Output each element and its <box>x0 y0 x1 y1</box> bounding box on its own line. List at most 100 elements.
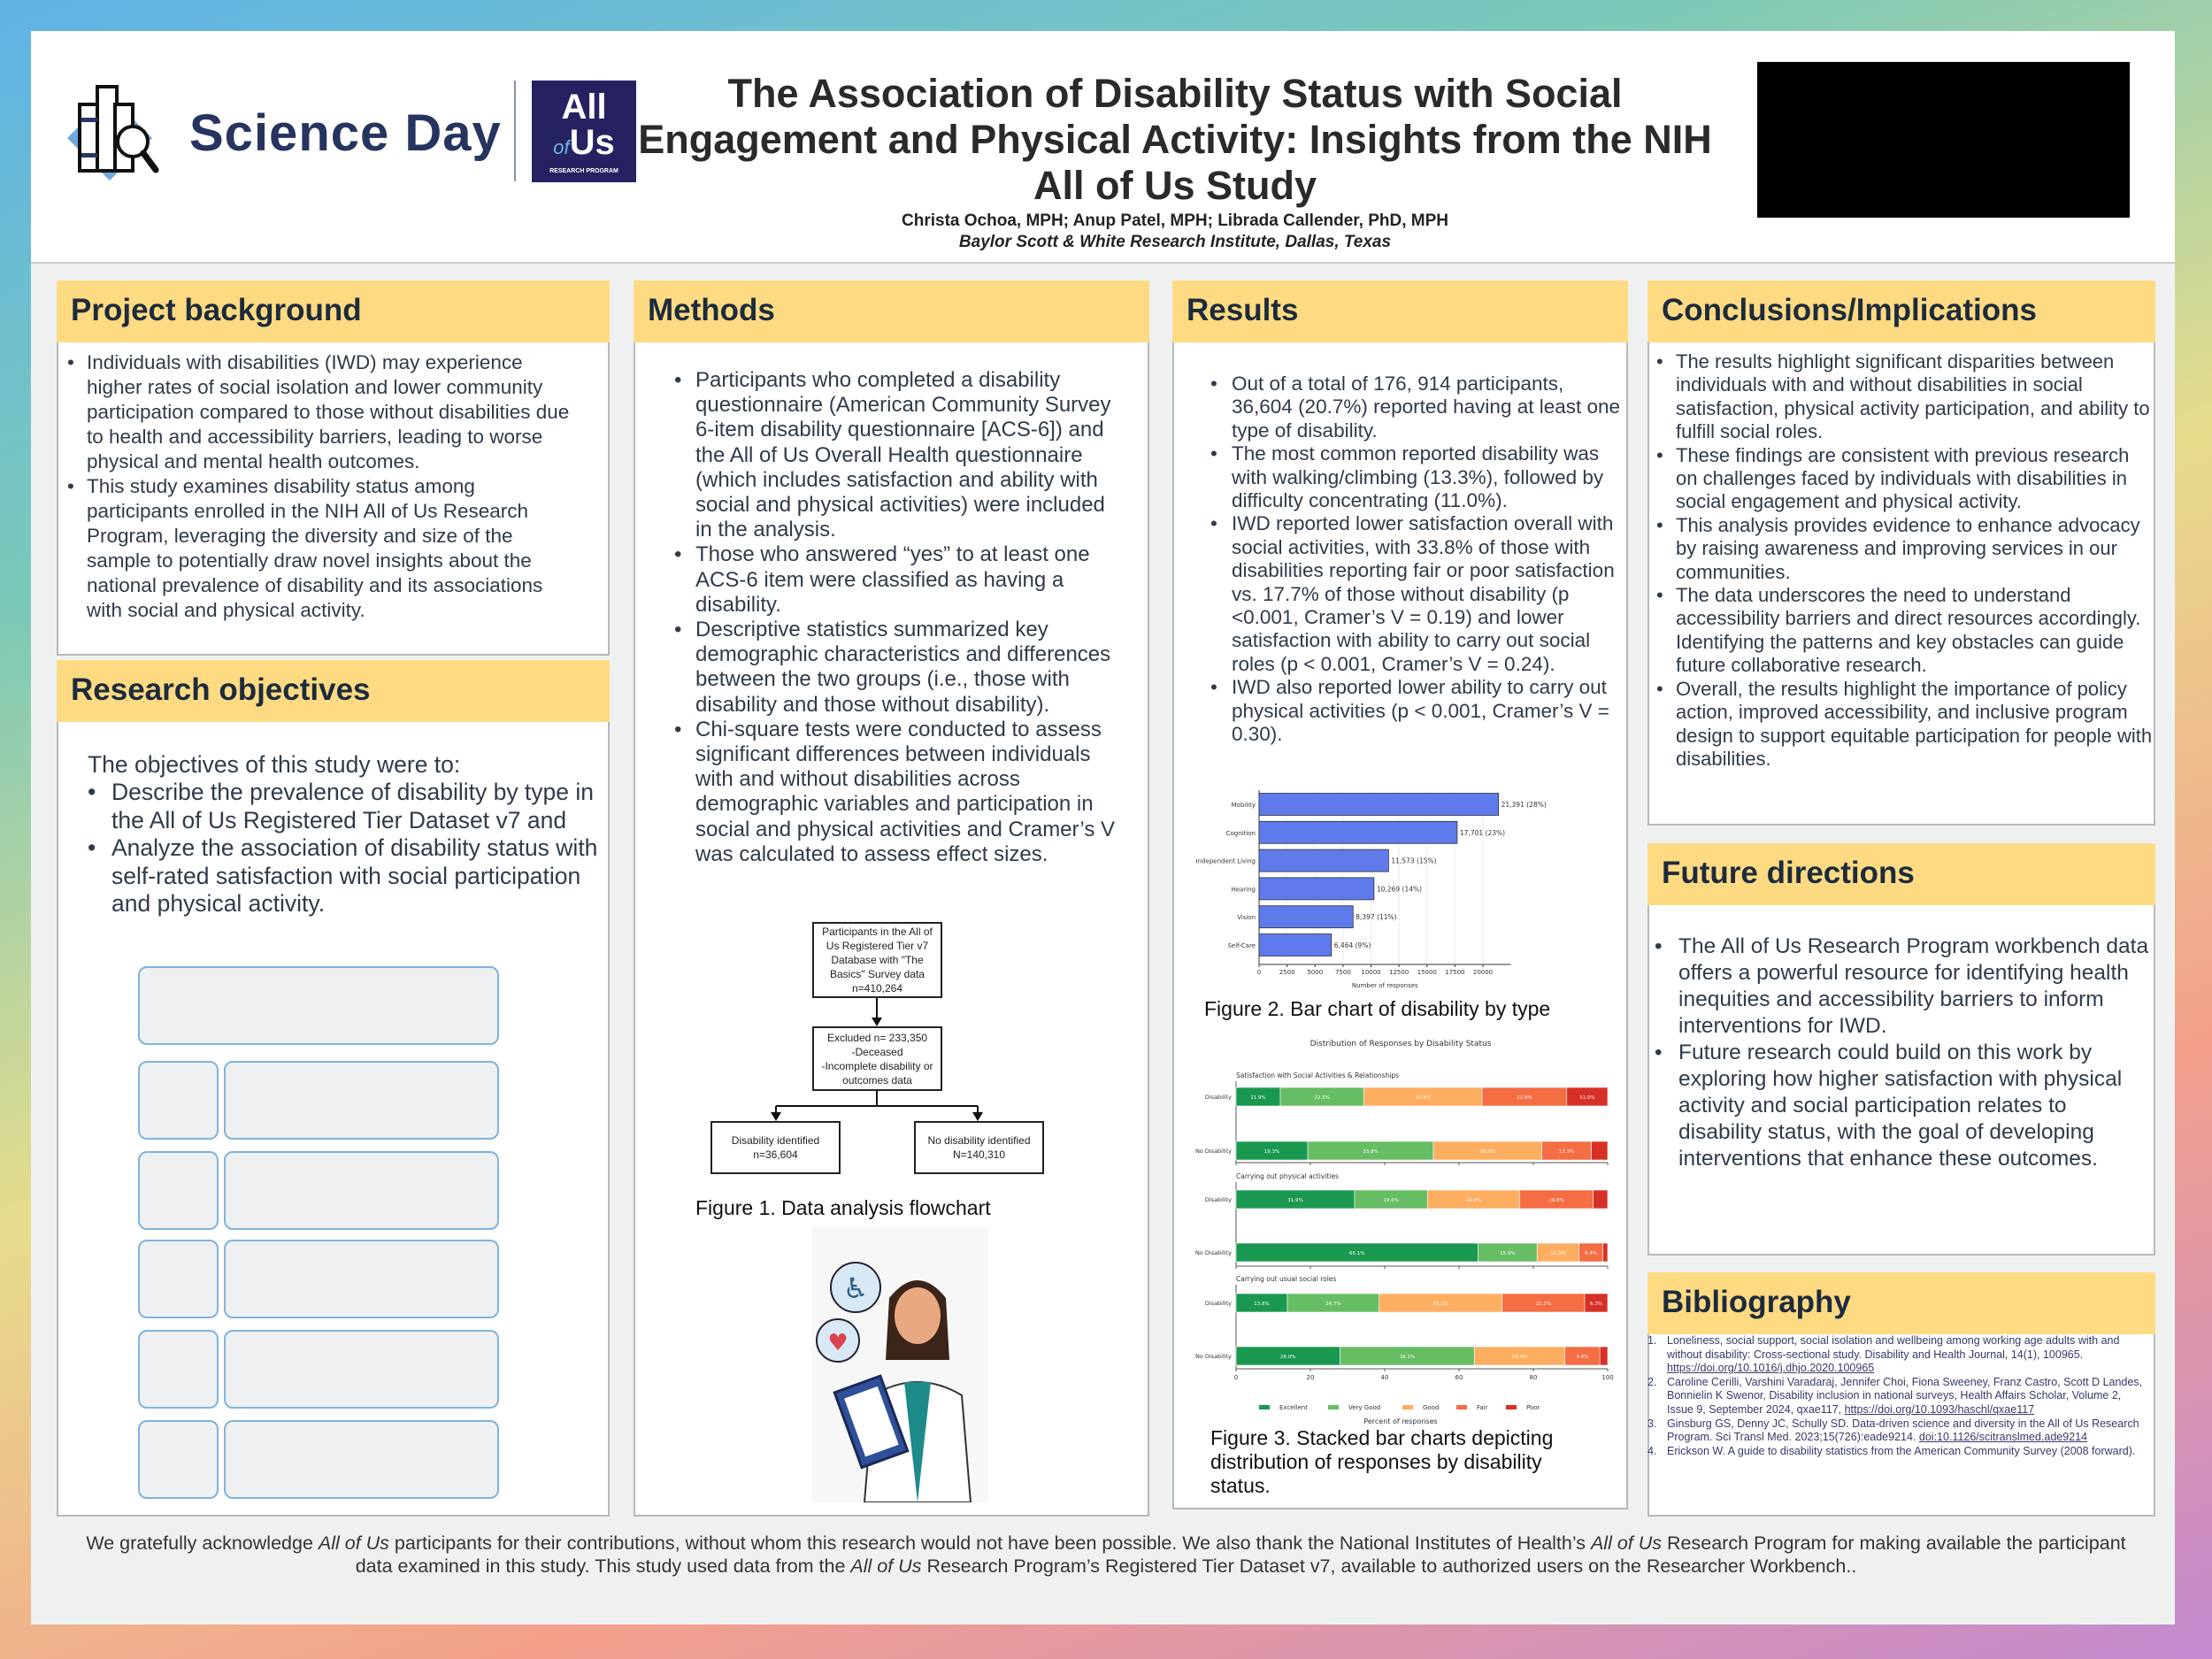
segment-label: 28.0% <box>1280 1355 1295 1360</box>
reference-link[interactable]: doi:10.1126/scitranslmed.ade9214 <box>1918 1431 2088 1444</box>
placeholder-box <box>138 1330 219 1409</box>
y-tick-label: No Disability <box>1195 1148 1232 1155</box>
segment-label: 22.5% <box>1314 1095 1329 1101</box>
y-tick-label: Vision <box>1237 914 1256 921</box>
y-tick-label: No Disability <box>1195 1249 1232 1256</box>
y-tick-label: Independent Living <box>1196 858 1256 865</box>
footer-text: Research Program’s Registered Tier Datas… <box>921 1555 1857 1577</box>
list-item: Individuals with disabilities (IWD) may … <box>67 350 573 474</box>
bar <box>1258 793 1499 816</box>
placeholder-box <box>138 1420 219 1499</box>
placeholder-box <box>224 1420 499 1499</box>
footer-text-italic: All of Us <box>850 1555 922 1577</box>
reference-text: Loneliness, social support, social isola… <box>1667 1334 2120 1361</box>
figure1-caption: Figure 1. Data analysis flowchart <box>695 1196 991 1219</box>
logo-us: Us <box>569 123 615 162</box>
reference-link[interactable]: https://doi.org/10.1016/j.dhjo.2020.1009… <box>1667 1362 1875 1375</box>
x-tick-label: 12500 <box>1389 969 1409 976</box>
list-item: Out of a total of 176, 914 participants,… <box>1210 373 1622 442</box>
list-item: Descriptive statistics summarized key de… <box>674 618 1117 718</box>
x-tick-label: 100 <box>1601 1374 1613 1381</box>
segment-label: 33.1% <box>1432 1302 1448 1307</box>
future-directions-list: The All of Us Research Program workbench… <box>1655 933 2150 1172</box>
project-background-list: Individuals with disabilities (IWD) may … <box>67 350 573 623</box>
logo-all: All <box>561 88 607 127</box>
flowchart-connectors <box>771 998 983 1121</box>
segment-label: 31.9% <box>1287 1198 1302 1203</box>
segment-label: 6.4% <box>1585 1251 1597 1256</box>
results-list: Out of a total of 176, 914 participants,… <box>1210 373 1622 747</box>
science-day-logo-icon <box>67 85 159 180</box>
section-title: Results <box>1172 280 1628 342</box>
objectives-intro: The objectives of this study were to: <box>88 751 461 778</box>
list-item: The most common reported disability was … <box>1210 442 1622 512</box>
x-tick-label: 7500 <box>1335 969 1351 976</box>
legend-label: Excellent <box>1279 1404 1308 1411</box>
section-title: Conclusions/Implications <box>1647 280 2155 342</box>
placeholder-box <box>138 1240 219 1318</box>
svg-text:♥: ♥ <box>827 1330 848 1356</box>
reference-link[interactable]: https://doi.org/10.1093/haschl/qxae117 <box>1844 1402 2035 1416</box>
list-item: Analyze the association of disability st… <box>88 834 601 918</box>
legend-label: Fair <box>1477 1404 1488 1411</box>
x-tick-label: 0 <box>1234 1374 1238 1381</box>
list-item: The results highlight significant dispar… <box>1656 350 2154 444</box>
x-tick-label: 20 <box>1307 1374 1315 1381</box>
segment-label: 6.3% <box>1590 1302 1602 1307</box>
flowchart-no-disability-box: No disability identified N=140,310 <box>914 1121 1044 1174</box>
list-item: This analysis provides evidence to enhan… <box>1656 514 2154 584</box>
flowchart-text: Basics" Survey data <box>830 968 925 980</box>
affiliation: Baylor Scott & White Research Institute,… <box>958 233 1392 251</box>
panel-title: Satisfaction with Social Activities & Re… <box>1236 1071 1399 1079</box>
x-tick-label: 0 <box>1257 969 1261 976</box>
list-item: IWD also reported lower ability to carry… <box>1210 676 1622 746</box>
section-title: Project background <box>57 280 610 342</box>
y-tick-label: Cognition <box>1226 830 1256 837</box>
segment-label: 65.1% <box>1349 1251 1364 1256</box>
data-label: 21,391 (28%) <box>1502 801 1547 809</box>
y-tick-label: Disability <box>1205 1094 1232 1101</box>
bar <box>1258 933 1333 956</box>
placeholder-box <box>224 1240 499 1318</box>
segment-label: 11.9% <box>1250 1095 1265 1101</box>
y-tick-label: No Disability <box>1195 1353 1232 1360</box>
segment-label: 19.6% <box>1383 1198 1398 1203</box>
disability-type-bar-chart: 0 2500 5000 7500 10000 12500 15000 17500 20000 Mo… <box>1196 790 1547 989</box>
legend-label: Poor <box>1526 1404 1540 1411</box>
x-tick-label: 2500 <box>1279 969 1295 976</box>
title-line: All of Us Study <box>1033 163 1317 208</box>
stacked-segment <box>1599 1346 1609 1366</box>
reference-number: 1. <box>1647 1334 1657 1347</box>
flowchart-text: Participants in the All of <box>822 926 933 938</box>
panel-title: Carrying out physical activities <box>1236 1172 1339 1180</box>
doctor-illustration-icon: ♿ ♥ <box>811 1227 988 1502</box>
data-label: 11,573 (15%) <box>1391 857 1436 865</box>
x-tick-label: 40 <box>1381 1374 1389 1381</box>
reference-item: 2. Caroline Cerilli, Varshini Varadaraj, … <box>1647 1376 2143 1417</box>
legend-swatch <box>1328 1405 1339 1409</box>
panel-title: Carrying out usual social roles <box>1236 1275 1336 1283</box>
list-item: The data underscores the need to underst… <box>1656 584 2154 678</box>
list-item: Those who answered “yes” to at least one… <box>674 542 1117 618</box>
legend-swatch <box>1402 1405 1413 1409</box>
legend-swatch <box>1456 1405 1467 1409</box>
bar <box>1258 877 1375 901</box>
flowchart-excluded-box: Excluded n= 233,350 -Deceased -Incomplete … <box>812 1026 942 1091</box>
svg-text:♿: ♿ <box>843 1271 869 1305</box>
segment-label: 29.2% <box>1480 1149 1495 1155</box>
footer-text-italic: All of Us <box>318 1532 389 1554</box>
flowchart-text: Disability identified <box>731 1134 820 1147</box>
footer-text: Research Program for making available th… <box>355 1532 2126 1577</box>
reference-text: Ginsburg GS, Denny JC, Schully SD. Data-… <box>1667 1417 2139 1444</box>
reference-text: Erickson W. A guide to disability statis… <box>1667 1444 2136 1457</box>
chart-title: Distribution of Responses by Disability … <box>1310 1040 1492 1048</box>
list-item: The All of Us Research Program workbench… <box>1655 933 2150 1040</box>
title-line: The Association of Disability Status wit… <box>727 71 1623 116</box>
segment-label: 22.8% <box>1517 1095 1532 1101</box>
segment-label: 13.8% <box>1254 1302 1269 1307</box>
segment-label: 11.0% <box>1579 1095 1594 1101</box>
reference-number: 3. <box>1647 1417 1657 1430</box>
placeholder-box <box>138 1061 219 1140</box>
x-tick-label: 60 <box>1455 1374 1463 1381</box>
y-tick-label: Disability <box>1205 1196 1232 1203</box>
